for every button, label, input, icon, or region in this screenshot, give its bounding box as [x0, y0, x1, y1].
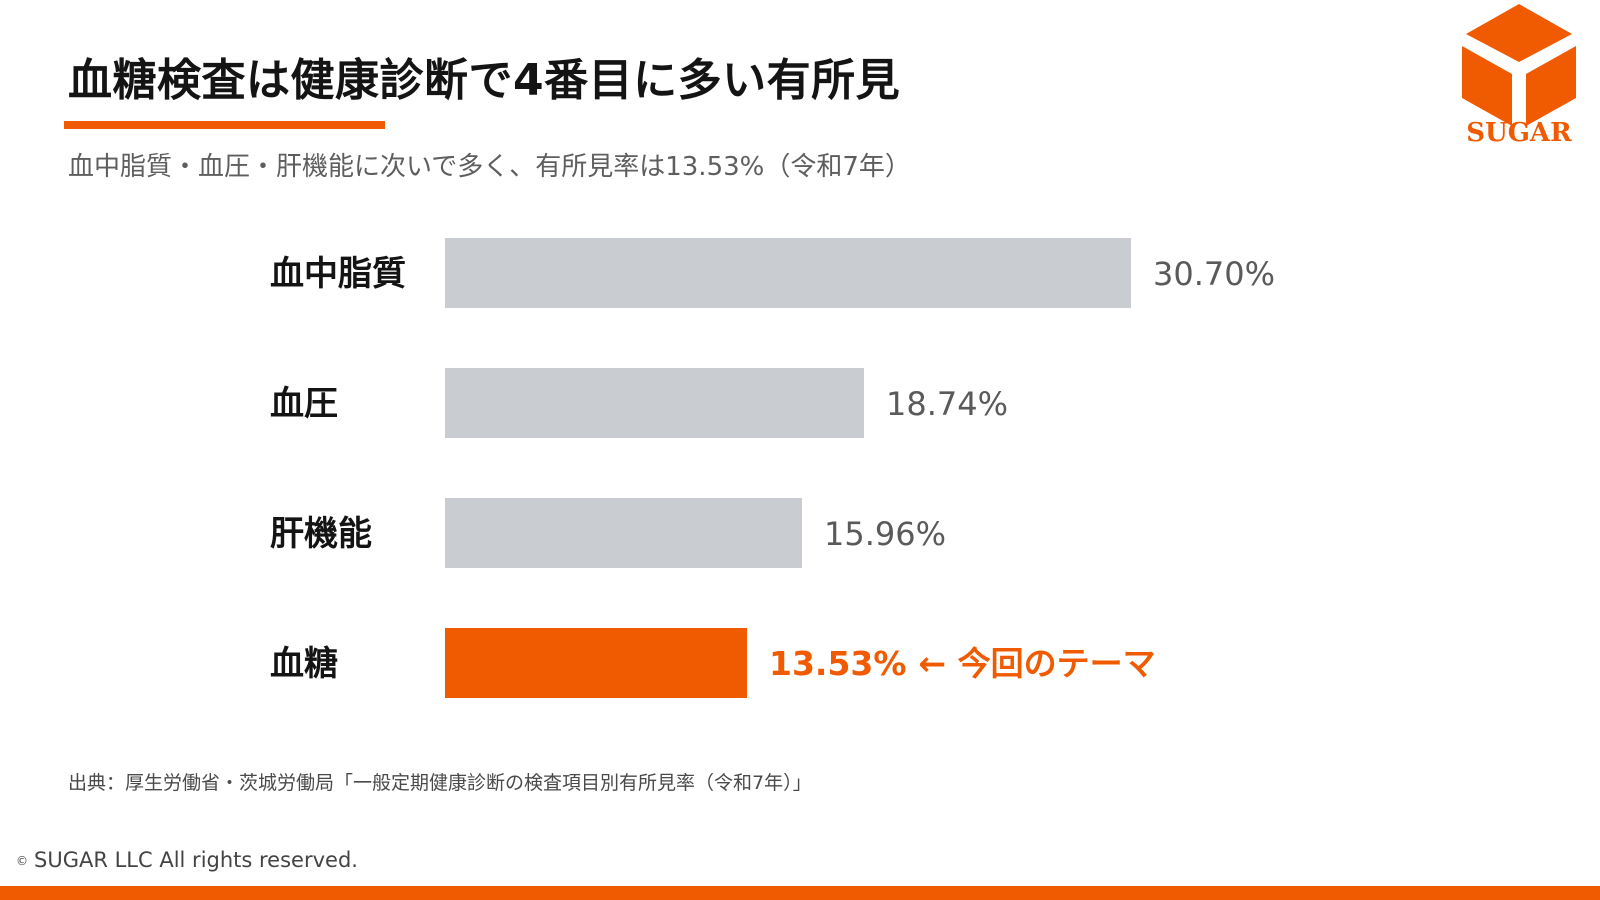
logo-text: SUGAR	[1466, 118, 1572, 148]
value-label: 18.74%	[886, 385, 1008, 423]
title-underline	[64, 121, 385, 129]
bottom-accent-bar	[0, 886, 1600, 900]
bar	[445, 498, 802, 568]
copyright-text: SUGAR LLC All rights reserved.	[34, 848, 358, 872]
value-label-highlight: 13.53%	[769, 644, 906, 683]
cube-logo-icon	[1462, 4, 1576, 126]
category-label: 肝機能	[270, 514, 372, 554]
page-subtitle: 血中脂質・血圧・肝機能に次いで多く、有所見率は13.53%（令和7年）	[68, 152, 911, 182]
page-title: 血糖検査は健康診断で4番目に多い有所見	[68, 55, 901, 106]
value-label: 15.96%	[824, 515, 946, 553]
category-label: 血圧	[270, 384, 338, 424]
bar	[445, 238, 1131, 308]
category-label: 血中脂質	[270, 254, 406, 294]
highlight-annotation: ← 今回のテーマ	[918, 644, 1155, 683]
category-label: 血糖	[270, 644, 338, 684]
bar	[445, 368, 864, 438]
bar-highlight	[445, 628, 747, 698]
copyright: © SUGAR LLC All rights reserved.	[16, 848, 358, 872]
value-label: 30.70%	[1153, 255, 1275, 293]
copyright-mark: ©	[16, 854, 28, 868]
source-note: 出典：厚生労働省・茨城労働局「一般定期健康診断の検査項目別有所見率（令和7年）」	[68, 772, 812, 794]
